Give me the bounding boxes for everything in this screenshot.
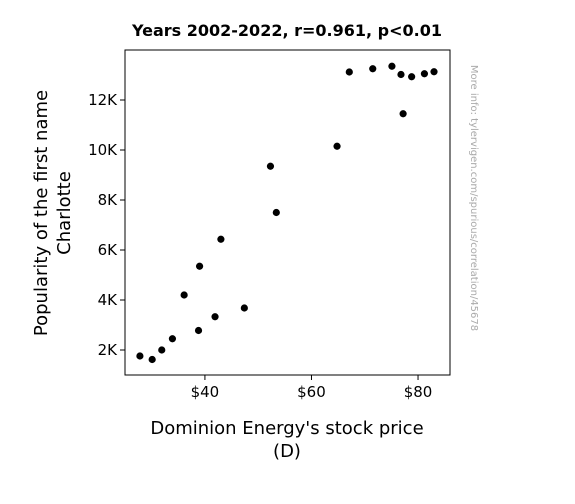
data-point <box>399 110 407 118</box>
data-point <box>266 162 275 170</box>
watermark-text: More info: tylervigen.com/spurious/corre… <box>468 65 479 331</box>
data-point <box>136 352 144 360</box>
y-tick-label: 12K <box>88 91 118 109</box>
data-point <box>369 65 377 73</box>
y-axis-label-line2: Charlotte <box>54 171 75 255</box>
data-point <box>168 335 177 343</box>
data-points <box>136 62 438 364</box>
data-point <box>194 326 203 335</box>
data-point <box>180 291 188 299</box>
y-tick-label: 6K <box>98 241 119 259</box>
data-point <box>345 68 353 76</box>
data-point <box>158 346 166 354</box>
data-point <box>397 70 405 79</box>
x-axis: $40 $60 $80 <box>191 375 433 401</box>
data-point <box>333 142 341 150</box>
y-axis: 2K 4K 6K 8K 10K 12K <box>88 91 125 359</box>
x-axis-label-line2: (D) <box>273 441 301 462</box>
chart-title: Years 2002-2022, r=0.961, p<0.01 <box>131 21 442 40</box>
data-point <box>420 70 429 78</box>
x-axis-label-line1: Dominion Energy's stock price <box>150 418 423 439</box>
data-point <box>148 355 156 364</box>
y-tick-label: 2K <box>98 341 119 359</box>
data-point <box>211 313 219 321</box>
plot-frame <box>124 49 451 376</box>
x-tick-label: $40 <box>191 383 220 401</box>
data-point <box>195 262 204 270</box>
y-tick-label: 8K <box>98 191 119 209</box>
y-tick-label: 4K <box>98 291 119 309</box>
data-point <box>430 68 438 76</box>
data-point <box>408 73 416 81</box>
y-axis-label-line1: Popularity of the first name <box>31 90 52 336</box>
data-point <box>388 62 396 70</box>
plot-area: $40 $60 $80 2K 4K 6K 8K 10K 12K <box>88 49 451 401</box>
data-point <box>272 208 280 217</box>
x-tick-label: $60 <box>297 383 326 401</box>
data-point <box>217 235 225 243</box>
data-point <box>240 304 248 312</box>
x-tick-label: $80 <box>404 383 433 401</box>
y-tick-label: 10K <box>88 141 118 159</box>
